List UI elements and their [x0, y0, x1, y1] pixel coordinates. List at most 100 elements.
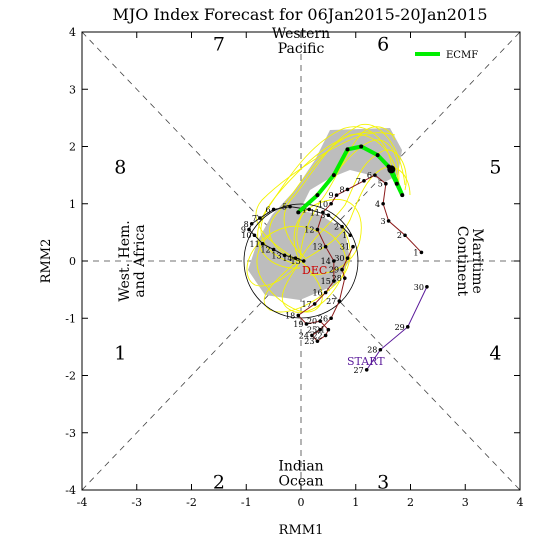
data-point-label: 20: [307, 317, 317, 326]
region-label-line: and Africa: [132, 224, 148, 297]
ensemble-members: [246, 123, 411, 313]
data-point: [271, 207, 276, 212]
data-point: [252, 233, 257, 238]
data-point-label: 30: [414, 283, 424, 292]
data-point-label: 3: [320, 211, 325, 220]
data-point-label: 3: [381, 217, 386, 226]
data-point-label: 26: [318, 314, 328, 323]
diagonal-line-a: [81, 31, 521, 491]
data-point: [260, 242, 265, 246]
data-point: [310, 333, 314, 338]
data-point-label: 14: [321, 257, 331, 266]
data-point: [332, 259, 336, 263]
data-point: [296, 313, 301, 318]
data-point: [323, 244, 328, 249]
data-point-label: 24: [299, 331, 309, 340]
data-point-label: 14: [282, 254, 292, 263]
data-point: [343, 276, 347, 280]
chart-title: MJO Index Forecast for 06Jan2015-20Jan20…: [112, 5, 487, 24]
phase-label: 7: [213, 33, 225, 55]
x-tick-label: -3: [131, 496, 142, 509]
y-tick-label: 4: [69, 26, 76, 39]
x-tick-label: 0: [298, 496, 305, 509]
data-point: [315, 227, 320, 232]
data-point-label: 2: [397, 231, 402, 240]
data-point-label: 7: [356, 177, 361, 186]
y-tick-label: -2: [65, 370, 76, 383]
ensemble-line: [296, 139, 400, 256]
data-point-label: 22: [312, 331, 322, 340]
x-axis-ticks: -4 -3 -2 -1 0 1 2 3 4: [77, 32, 524, 509]
ensemble-line: [255, 132, 396, 263]
data-point: [247, 227, 251, 232]
data-point-label: 12: [304, 226, 314, 235]
phase-label: 5: [489, 157, 501, 179]
y-tick-label: 1: [69, 198, 76, 211]
data-point-label: 9: [328, 191, 333, 200]
data-point-label: 11: [249, 240, 259, 249]
phase-label: 1: [114, 343, 126, 365]
y-tick-label: 3: [69, 83, 76, 96]
data-point-label: 15: [321, 277, 331, 286]
y-tick-label: -3: [65, 427, 76, 440]
data-point: [362, 179, 366, 183]
data-point-label: 29: [395, 323, 405, 332]
data-point-label: 30: [334, 254, 344, 263]
data-point-label: 1: [413, 248, 418, 257]
legend-label-ecmf: ECMF: [446, 50, 478, 61]
data-point: [293, 256, 298, 260]
region-label-line: Maritime: [469, 228, 485, 294]
series-line-observed_nov: [366, 286, 428, 371]
data-point: [288, 204, 292, 209]
forecast-spread-shading: [248, 128, 402, 300]
phase-divider-lines: [81, 31, 521, 491]
phase-label: 2: [213, 471, 225, 493]
start-marker: START: [347, 355, 385, 368]
diagonal-line-b: [81, 31, 521, 491]
region-label-line: Indian: [278, 458, 323, 474]
data-point: [378, 347, 383, 352]
x-tick-label: 4: [517, 496, 524, 509]
data-point-label: 16: [312, 288, 322, 297]
ensemble-line: [256, 234, 323, 313]
data-point-label: 18: [285, 311, 295, 320]
data-point: [329, 316, 333, 321]
data-point: [384, 181, 388, 186]
data-point: [364, 367, 369, 372]
y-tick-label: 2: [69, 141, 76, 154]
series-line-ECMF: [296, 144, 405, 214]
x-tick-label: -2: [186, 496, 197, 509]
data-point: [419, 250, 424, 255]
data-point: [337, 299, 342, 303]
data-point-label: 12: [260, 246, 270, 255]
data-point: [332, 279, 336, 283]
data-point: [249, 221, 254, 226]
x-tick-label: -1: [241, 496, 252, 509]
data-point: [400, 193, 405, 198]
region-label-line: Pacific: [278, 41, 325, 57]
data-point: [334, 193, 339, 197]
forecast-end-point: [387, 165, 396, 174]
data-point-label: 29: [329, 266, 339, 275]
region-label-line: West. Hem.: [117, 220, 133, 301]
data-point: [345, 256, 350, 260]
data-point: [351, 244, 355, 249]
data-point: [307, 207, 312, 212]
data-point: [340, 267, 344, 272]
data-point-label: 27: [326, 297, 336, 306]
data-point-label: 9: [241, 226, 246, 235]
data-point-label: 13: [312, 243, 322, 252]
region-label: West. Hem. and Africa: [117, 220, 148, 301]
data-point-label: 5: [378, 180, 383, 189]
data-point-label: 8: [339, 185, 344, 194]
data-point-label: 10: [241, 231, 251, 240]
data-point: [312, 302, 317, 306]
data-point-label: 19: [293, 320, 303, 329]
data-point: [323, 333, 328, 338]
data-point: [304, 322, 309, 326]
